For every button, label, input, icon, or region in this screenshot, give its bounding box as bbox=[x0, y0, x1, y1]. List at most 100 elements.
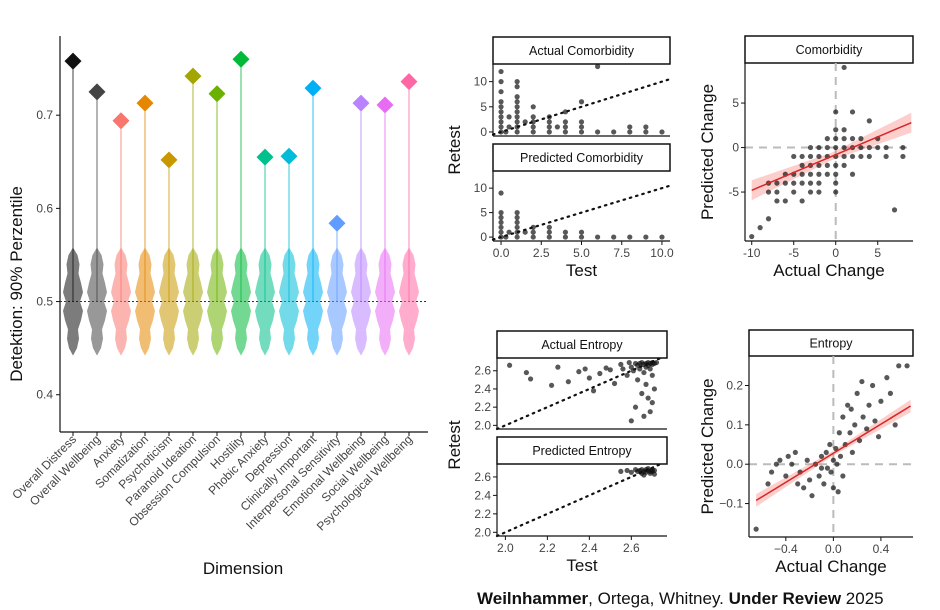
data-point bbox=[883, 153, 889, 160]
y-tick-label: 5 bbox=[480, 206, 487, 220]
data-point bbox=[860, 414, 866, 420]
data-point bbox=[530, 104, 536, 110]
data-point bbox=[900, 153, 906, 160]
data-point bbox=[506, 362, 513, 368]
data-point bbox=[773, 461, 779, 467]
data-point bbox=[562, 129, 569, 135]
data-point bbox=[816, 189, 822, 195]
data-point bbox=[791, 180, 797, 186]
x-tick-label: 2.4 bbox=[581, 541, 598, 555]
data-point bbox=[887, 390, 894, 396]
facet-title: Actual Comorbidity bbox=[529, 44, 635, 58]
y-tick-label: 0.6 bbox=[36, 201, 53, 215]
facet-title: Entropy bbox=[809, 337, 853, 351]
data-point bbox=[884, 375, 890, 381]
data-point bbox=[849, 109, 856, 115]
data-point bbox=[845, 402, 851, 408]
y-tick-label: 0.2 bbox=[726, 379, 743, 393]
data-point bbox=[833, 127, 839, 133]
violin-group bbox=[183, 67, 203, 356]
violin-body bbox=[183, 247, 203, 356]
violin-marker bbox=[256, 148, 274, 166]
data-point bbox=[514, 109, 520, 115]
data-point bbox=[611, 129, 617, 135]
data-point bbox=[824, 171, 830, 177]
data-point bbox=[527, 376, 534, 382]
y-tick-label: 2.4 bbox=[474, 488, 491, 502]
violin-marker bbox=[136, 94, 154, 112]
data-point bbox=[757, 225, 763, 231]
data-point bbox=[546, 129, 552, 135]
data-point bbox=[900, 144, 906, 151]
data-point bbox=[866, 144, 872, 151]
violin-marker bbox=[328, 214, 346, 232]
data-point bbox=[498, 68, 504, 75]
y-tick-label: 2.0 bbox=[474, 418, 491, 432]
data-point bbox=[875, 144, 881, 151]
data-point bbox=[498, 114, 504, 120]
data-point bbox=[498, 224, 504, 230]
violin-marker bbox=[88, 83, 106, 101]
data-point bbox=[630, 368, 637, 374]
data-point bbox=[626, 359, 632, 366]
x-axis-title: Actual Change bbox=[775, 557, 887, 576]
data-point bbox=[816, 180, 822, 186]
x-axis-title: Test bbox=[566, 556, 597, 575]
data-point bbox=[659, 129, 665, 135]
data-point bbox=[611, 234, 617, 240]
data-point bbox=[618, 468, 624, 474]
data-point bbox=[833, 162, 839, 168]
data-point bbox=[578, 119, 585, 125]
data-point bbox=[578, 99, 585, 105]
data-point bbox=[765, 216, 772, 222]
identity-line bbox=[491, 78, 672, 136]
citation-author: Weilnhammer bbox=[477, 589, 589, 608]
y-tick-label: 10 bbox=[474, 75, 488, 89]
data-point bbox=[816, 473, 822, 479]
y-tick-label: 2.2 bbox=[474, 400, 491, 414]
data-point bbox=[594, 63, 601, 70]
data-point bbox=[624, 467, 630, 474]
data-point bbox=[546, 229, 552, 235]
data-point bbox=[530, 124, 536, 130]
data-point bbox=[651, 386, 658, 392]
data-point bbox=[506, 229, 512, 235]
data-point bbox=[546, 124, 552, 130]
facet-title: Comorbidity bbox=[796, 43, 863, 57]
data-point bbox=[514, 229, 520, 235]
y-tick-label: 0.7 bbox=[36, 108, 53, 122]
data-point bbox=[643, 381, 649, 387]
data-point bbox=[649, 372, 655, 378]
data-point bbox=[514, 99, 520, 105]
citation-status: Under Review bbox=[728, 589, 842, 608]
facet-title: Predicted Comorbidity bbox=[520, 151, 644, 165]
data-point bbox=[866, 153, 872, 160]
violin-marker bbox=[352, 94, 370, 112]
data-point bbox=[824, 144, 830, 151]
data-point bbox=[824, 162, 830, 168]
data-point bbox=[858, 136, 864, 142]
data-point bbox=[841, 144, 847, 151]
data-point bbox=[651, 471, 658, 477]
data-point bbox=[627, 129, 633, 135]
data-point bbox=[498, 129, 504, 135]
data-point bbox=[774, 189, 780, 195]
data-point bbox=[523, 369, 529, 376]
data-point bbox=[514, 84, 520, 90]
violin-body bbox=[351, 247, 371, 356]
data-point bbox=[643, 124, 649, 130]
x-axis-title: Dimension bbox=[203, 559, 283, 578]
data-point bbox=[506, 114, 512, 120]
citation: Weilnhammer, Ortega, Whitney. Under Revi… bbox=[477, 589, 884, 609]
data-point bbox=[795, 481, 801, 487]
data-point bbox=[774, 198, 780, 204]
x-tick-label: 2.2 bbox=[539, 541, 556, 555]
violin-body bbox=[255, 247, 275, 356]
y-axis-title: Detektion: 90% Perzentile bbox=[7, 186, 26, 382]
data-point bbox=[565, 379, 571, 385]
data-point bbox=[896, 363, 902, 369]
y-tick-label: 0.4 bbox=[36, 388, 53, 402]
y-tick-label: 5 bbox=[732, 96, 739, 110]
data-point bbox=[530, 129, 536, 135]
